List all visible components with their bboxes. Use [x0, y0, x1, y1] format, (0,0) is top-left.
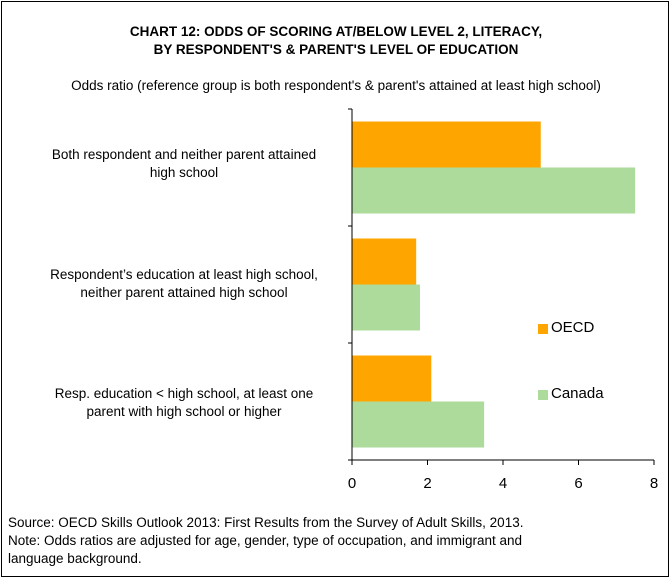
legend-label-canada: Canada	[551, 385, 604, 402]
category-label-1-line2: neither parent attained high school	[80, 285, 288, 300]
bar-canada-1	[352, 284, 420, 331]
x-tick-label-2: 4	[499, 475, 507, 492]
bar-oecd-0	[352, 121, 541, 168]
bar-oecd-2	[352, 355, 432, 402]
category-label-2: Resp. education < high school, at least …	[24, 385, 344, 421]
chart-title-line2: BY RESPONDENT'S & PARENT'S LEVEL OF EDUC…	[153, 42, 519, 57]
bar-canada-2	[352, 401, 485, 448]
x-tick-label-0: 0	[348, 475, 356, 492]
category-label-0-line2: high school	[149, 165, 219, 180]
category-label-1: Respondent’s education at least high sch…	[24, 266, 344, 302]
x-tick-label-3: 6	[574, 475, 582, 492]
bar-oecd-1	[352, 238, 417, 285]
category-label-2-line1: Resp. education < high school, at least …	[54, 386, 314, 401]
category-label-0-line1: Both respondent and neither parent attai…	[51, 147, 317, 162]
legend-swatch-oecd	[538, 324, 548, 334]
footer-note-line2: language background.	[8, 551, 142, 566]
category-label-1-line1: Respondent’s education at least high sch…	[50, 267, 318, 282]
chart-title-line1: CHART 12: ODDS OF SCORING AT/BELOW LEVEL…	[129, 24, 543, 39]
chart-subtitle: Odds ratio (reference group is both resp…	[71, 78, 601, 93]
bar-canada-0	[352, 167, 636, 214]
legend-label-oecd: OECD	[551, 319, 595, 336]
footer-note-line1: Note: Odds ratios are adjusted for age, …	[8, 533, 523, 548]
category-label-2-line2: parent with high school or higher	[86, 404, 282, 419]
legend-swatch-canada	[538, 390, 548, 400]
footer-source: Source: OECD Skills Outlook 2013: First …	[8, 515, 524, 530]
x-tick-label-4: 8	[650, 475, 658, 492]
x-tick-label-1: 2	[423, 475, 431, 492]
category-label-0: Both respondent and neither parent attai…	[24, 146, 344, 182]
